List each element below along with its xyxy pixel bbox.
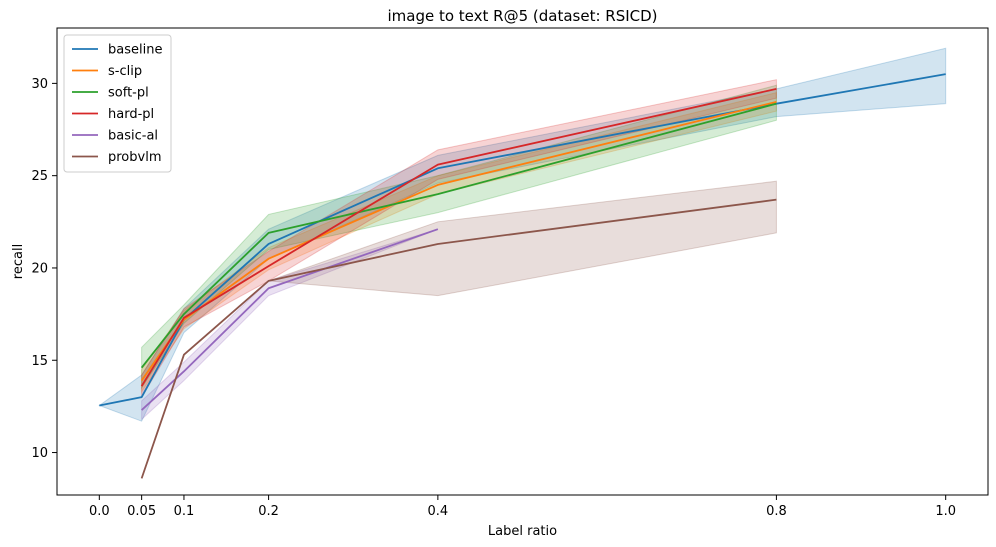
y-tick-label: 10 xyxy=(31,446,48,461)
y-axis-label: recall xyxy=(11,244,26,279)
series-lines xyxy=(99,73,946,479)
y-tick-label: 20 xyxy=(31,261,48,276)
series-line-probvlm xyxy=(140,198,777,479)
series-line-basic-al xyxy=(141,228,439,411)
x-tick-label: 0.2 xyxy=(258,504,279,519)
y-axis-ticks: 10 15 20 25 30 xyxy=(31,77,57,461)
legend-label-probvlm: probvlm xyxy=(108,150,162,165)
legend: baseline s-clip soft-pl hard-pl basic-al prob… xyxy=(63,34,172,173)
y-tick-label: 25 xyxy=(31,169,48,184)
x-tick-label: 0.4 xyxy=(428,504,449,519)
chart-title: image to text R@5 (dataset: RSICD) xyxy=(387,7,657,25)
band-baseline xyxy=(98,47,947,422)
x-tick-label: 0.05 xyxy=(127,504,156,519)
series-line-soft-pl xyxy=(140,102,777,369)
legend-label-s-clip: s-clip xyxy=(108,64,142,79)
plot-frame xyxy=(56,27,989,496)
y-tick-label: 30 xyxy=(31,77,48,92)
x-axis-ticks: 0.0 0.05 0.1 0.2 0.4 0.8 1.0 xyxy=(89,495,956,519)
legend-label-basic-al: basic-al xyxy=(108,129,158,144)
y-tick-label: 15 xyxy=(31,354,48,369)
x-tick-label: 0.8 xyxy=(766,504,787,519)
legend-label-soft-pl: soft-pl xyxy=(108,86,149,101)
series-line-hard-pl xyxy=(140,88,777,387)
band-hard-pl xyxy=(141,79,777,399)
x-tick-label: 0.0 xyxy=(89,504,110,519)
x-tick-label: 1.0 xyxy=(935,504,956,519)
x-tick-label: 0.1 xyxy=(174,504,195,519)
x-axis-label: Label ratio xyxy=(488,524,557,539)
legend-label-baseline: baseline xyxy=(108,43,162,58)
legend-box xyxy=(63,34,172,173)
legend-label-hard-pl: hard-pl xyxy=(108,107,154,122)
